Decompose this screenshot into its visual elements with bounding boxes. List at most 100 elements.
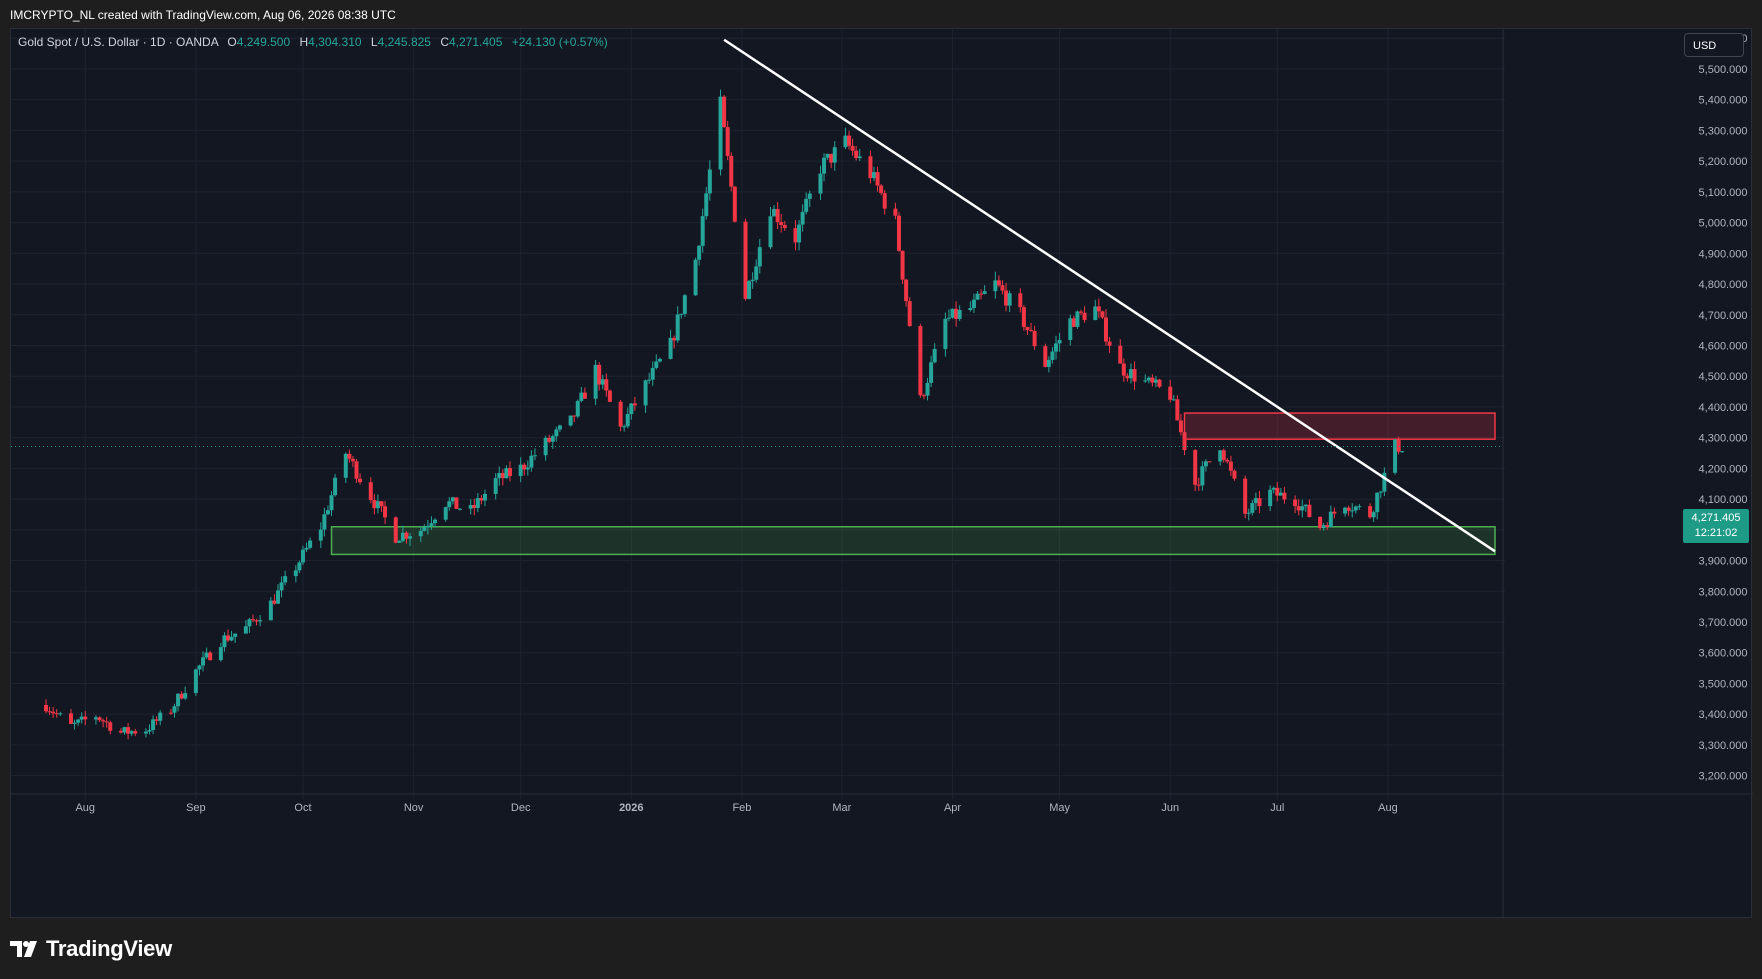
candle-body [204,652,209,658]
price-tick-label: 4,200.000 [1699,463,1748,475]
time-tick-label: Aug [75,802,95,814]
candle-body [750,279,755,282]
candle-body [83,716,88,720]
open-value: 4,249.500 [236,35,291,49]
candle-body [807,193,812,199]
time-tick-label: Nov [404,802,424,814]
price-tick-label: 3,400.000 [1699,709,1748,721]
candle-body [679,313,684,315]
last-price-value: 4,271.405 [1691,512,1741,524]
candle-body [1132,369,1137,382]
candle-body [1318,516,1323,529]
candle-body [879,185,884,194]
candle-body [1396,439,1401,452]
candle-body [418,530,423,537]
candle-body [857,156,862,159]
candle-body [829,153,834,163]
candle-body [154,719,159,721]
candle-body [921,395,926,397]
candle-body [454,497,459,509]
candle-body [1246,512,1251,514]
candle-body [1100,311,1105,318]
candle-body [1096,306,1101,312]
candle-body [1128,369,1133,379]
candle-body [368,482,373,501]
candle-body [254,620,259,622]
candle-body [507,468,512,477]
candle-body [251,619,255,621]
candle-body [1353,506,1358,511]
candle-body [1125,375,1130,379]
candle-body [333,477,338,496]
price-tick-label: 3,500.000 [1699,678,1748,690]
candle-body [732,186,737,222]
candle-body [1000,285,1005,291]
candle-body [1268,489,1273,507]
candle-body [354,461,359,479]
price-tick-label: 4,600.000 [1699,340,1748,352]
candle-body [672,337,677,341]
candle-body [725,127,730,156]
candle-body [768,216,773,248]
price-tick-label: 4,300.000 [1699,433,1748,445]
resistance-zone [1183,412,1496,440]
candle-body [118,730,123,733]
candle-body [557,425,562,430]
candle-body [422,527,427,531]
candle-body [547,437,552,442]
candle-body [971,299,976,309]
candle-body [97,717,102,721]
candle-body [772,208,777,217]
candle-body [1221,450,1226,460]
price-chart[interactable]: 3,200.000 3,300.000 3,400.000 3,500.000 3,60… [11,29,1753,919]
candle-body [872,172,876,179]
chart-panel[interactable]: 3,200.000 3,300.000 3,400.000 3,500.000 3,60… [10,28,1753,919]
candle-body [718,96,723,170]
price-tick-label: 3,800.000 [1699,586,1748,598]
candle-body [233,633,238,637]
candle-body [707,169,712,194]
change-value: +24.130 (+0.57%) [511,35,608,49]
candle-body [704,193,709,217]
candle-body [193,669,198,694]
candle-body [129,731,134,734]
candle-body [318,529,323,541]
candle-body [1054,343,1059,352]
high-value: 4,304.310 [308,35,362,49]
candle-body [1068,318,1073,340]
candle-body [632,403,637,406]
candle-body [1118,345,1123,364]
candle-body [925,382,930,396]
candle-body [1225,459,1230,462]
candle-body [1207,461,1212,463]
candle-body [1193,450,1198,485]
candle-body [1182,432,1187,451]
candle-body [226,635,231,641]
currency-button[interactable]: USD [1684,33,1744,57]
candle-body [868,156,873,179]
low-value: 4,245.825 [377,35,431,49]
candle-body [1046,359,1051,367]
candle-body [1271,487,1276,490]
candle-body [279,582,284,591]
candle-body [618,401,623,427]
candle-body [300,549,305,563]
open-key: O [227,35,237,49]
candle-body [1153,379,1158,383]
candle-body [729,155,734,187]
candle-body [682,295,687,314]
candle-body [51,711,56,714]
candle-body [158,712,163,721]
candle-body [500,473,505,479]
candle-body [847,135,852,146]
price-tick-label: 5,400.000 [1699,95,1748,107]
drawings [11,38,1503,553]
price-tick-label: 3,200.000 [1699,771,1748,783]
price-tick-label: 4,900.000 [1699,248,1748,260]
candle-body [268,600,273,621]
candle-body [604,379,609,391]
candle-body [647,379,652,381]
candle-body [1171,399,1176,401]
candle-body [1021,307,1026,327]
candle-body [1200,466,1205,486]
